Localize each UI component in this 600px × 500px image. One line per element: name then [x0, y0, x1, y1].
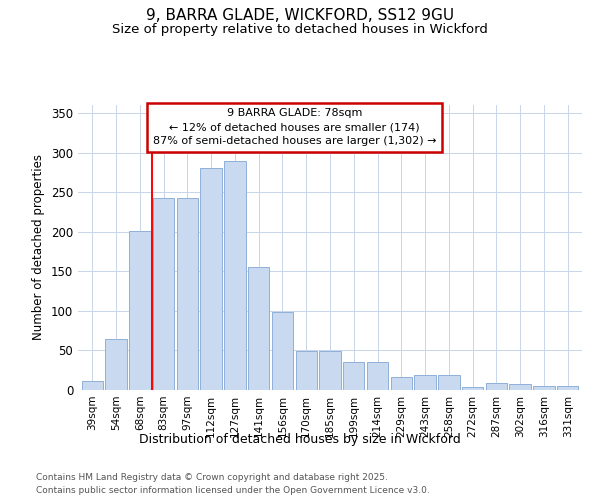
- Text: Contains public sector information licensed under the Open Government Licence v3: Contains public sector information licen…: [36, 486, 430, 495]
- Text: Distribution of detached houses by size in Wickford: Distribution of detached houses by size …: [139, 432, 461, 446]
- Text: 9 BARRA GLADE: 78sqm
← 12% of detached houses are smaller (174)
87% of semi-deta: 9 BARRA GLADE: 78sqm ← 12% of detached h…: [152, 108, 436, 146]
- Bar: [82, 380, 103, 390]
- Bar: [533, 386, 554, 390]
- Bar: [438, 375, 460, 390]
- Bar: [557, 386, 578, 390]
- Bar: [509, 384, 531, 390]
- Y-axis label: Number of detached properties: Number of detached properties: [32, 154, 46, 340]
- Bar: [272, 312, 293, 390]
- Text: Size of property relative to detached houses in Wickford: Size of property relative to detached ho…: [112, 22, 488, 36]
- Bar: [486, 383, 507, 390]
- Bar: [176, 198, 198, 390]
- Bar: [415, 375, 436, 390]
- Bar: [391, 376, 412, 390]
- Text: 9, BARRA GLADE, WICKFORD, SS12 9GU: 9, BARRA GLADE, WICKFORD, SS12 9GU: [146, 8, 454, 22]
- Text: Contains HM Land Registry data © Crown copyright and database right 2025.: Contains HM Land Registry data © Crown c…: [36, 472, 388, 482]
- Bar: [343, 362, 364, 390]
- Bar: [296, 351, 317, 390]
- Bar: [129, 231, 151, 390]
- Bar: [200, 168, 222, 390]
- Bar: [319, 351, 341, 390]
- Bar: [367, 362, 388, 390]
- Bar: [224, 161, 245, 390]
- Bar: [248, 268, 269, 390]
- Bar: [106, 340, 127, 390]
- Bar: [462, 387, 484, 390]
- Bar: [153, 198, 174, 390]
